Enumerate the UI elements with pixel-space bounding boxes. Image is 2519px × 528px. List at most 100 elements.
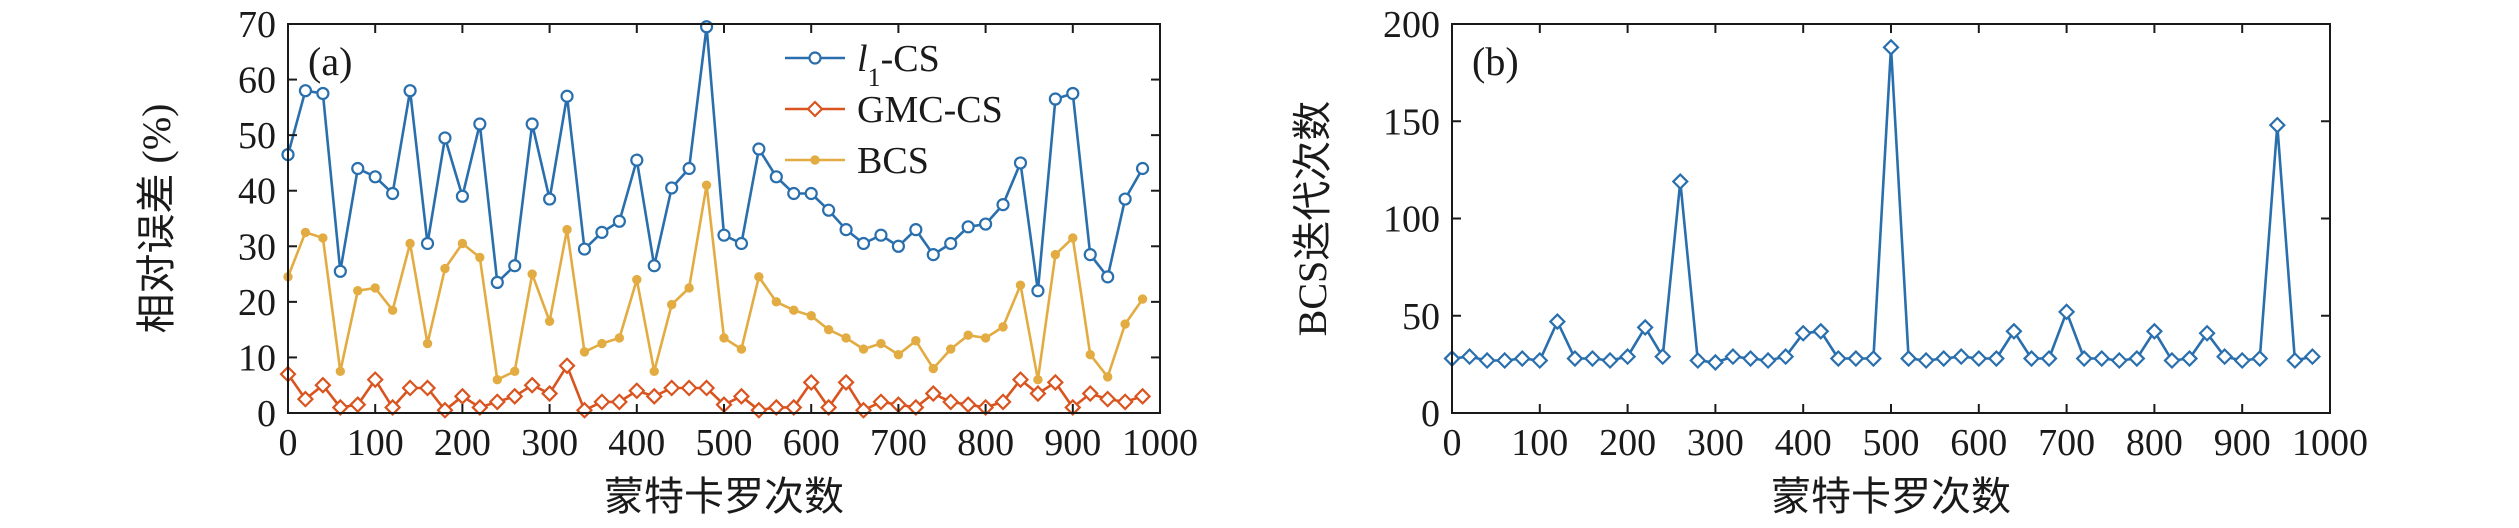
data-point-s0-37: [2093, 349, 2111, 368]
data-point-s2-31: [823, 324, 834, 335]
chart-panel-a: 0 100 200 300 400 500 600 700 800 900 1000 0 10 20 30 4…: [134, 4, 1198, 519]
data-point-s0-33: [2022, 349, 2041, 368]
data-point-s1-31: [820, 398, 838, 416]
data-point-s0-34: [874, 228, 888, 242]
x-tick-label-5: 500: [696, 422, 753, 464]
data-point-s2-35: [893, 349, 904, 360]
data-point-s0-43: [1031, 284, 1045, 298]
data-point-s0-46: [1083, 248, 1097, 262]
data-point-s0-15: [1706, 353, 1724, 371]
data-point-s0-49: [1135, 161, 1150, 176]
data-point-s1-24: [698, 379, 716, 397]
x-tick-label-8: 800: [2126, 422, 2183, 464]
data-point-s0-12: [490, 275, 504, 290]
data-point-s0-1: [1461, 348, 1479, 366]
data-point-s0-37: [926, 248, 940, 262]
x-tick-label-2: 200: [1599, 422, 1656, 464]
data-point-s2-4: [353, 286, 363, 296]
x-tick-label-0: 0: [1443, 422, 1462, 464]
y-tick-label-7: 70: [238, 4, 276, 46]
y-tick-label-1: 50: [1402, 296, 1440, 338]
data-point-s0-40: [978, 217, 993, 231]
x-tick-label-6: 600: [783, 422, 840, 464]
plot-area: [1443, 38, 2321, 371]
data-point-s0-13: [1671, 172, 1689, 191]
data-point-s1-1: [296, 390, 314, 408]
data-point-s2-10: [457, 238, 468, 249]
data-point-s1-28: [767, 398, 785, 416]
data-point-s0-27: [1917, 351, 1935, 370]
data-point-s1-18: [593, 393, 611, 411]
x-tick-label-9: 900: [1044, 422, 1101, 464]
y-tick-label-4: 200: [1383, 4, 1440, 46]
data-point-s0-29: [1952, 348, 1970, 366]
data-point-s2-33: [858, 344, 869, 354]
data-point-s2-16: [562, 224, 572, 235]
data-point-s0-9: [438, 131, 452, 145]
data-point-s0-31: [1987, 349, 2005, 368]
data-point-s0-18: [1759, 351, 1777, 370]
data-point-s2-39: [963, 330, 973, 340]
data-point-s0-42: [2180, 349, 2199, 368]
data-point-s1-3: [331, 398, 349, 416]
data-point-s0-28: [1935, 349, 1953, 368]
data-point-s0-2: [1478, 351, 1496, 370]
data-point-s0-48: [1118, 192, 1132, 206]
data-point-s0-9: [1601, 351, 1619, 370]
data-point-s2-12: [492, 374, 502, 385]
panel-label: (a): [308, 39, 352, 84]
chart-panel-b: 0 100 200 300 400 500 600 700 800 900 1000 0 50 100 15…: [1290, 4, 2368, 519]
y-tick-label-0: 0: [257, 393, 276, 435]
series-line-2: [286, 183, 1144, 382]
data-point-s2-27: [754, 272, 764, 282]
y-tick-label-4: 40: [238, 171, 276, 213]
x-tick-label-3: 300: [1687, 422, 1744, 464]
data-point-s2-9: [440, 263, 450, 274]
x-axis-title: 蒙特卡罗次数: [1771, 474, 2011, 519]
y-tick-label-5: 50: [238, 115, 276, 157]
data-point-s0-13: [508, 259, 522, 273]
y-tick-label-2: 100: [1383, 199, 1440, 241]
data-point-s1-19: [610, 393, 628, 411]
y-tick-label-3: 30: [238, 226, 276, 268]
x-tick-label-0: 0: [279, 422, 298, 464]
data-point-s0-45: [1066, 86, 1080, 101]
data-point-s0-16: [1724, 348, 1742, 366]
data-point-s2-5: [370, 283, 380, 293]
data-point-s2-28: [771, 297, 782, 307]
data-point-s1-20: [628, 382, 646, 400]
data-point-s0-24: [1864, 349, 1882, 368]
data-point-s2-48: [1120, 319, 1130, 329]
data-point-s0-4: [351, 161, 365, 176]
data-point-s1-49: [1134, 387, 1152, 405]
data-point-s2-44: [1050, 249, 1061, 260]
data-point-s1-11: [471, 398, 489, 416]
data-point-s2-25: [719, 333, 729, 343]
x-tick-label-9: 900: [2214, 422, 2271, 464]
data-point-s2-47: [1102, 372, 1113, 382]
data-point-s0-41: [996, 198, 1010, 212]
data-point-s1-43: [1029, 384, 1047, 403]
data-point-s0-35: [2058, 303, 2076, 321]
data-point-s1-36: [907, 398, 925, 416]
data-point-s0-36: [2075, 349, 2093, 368]
data-point-s2-26: [736, 344, 747, 354]
data-point-s2-17: [579, 347, 590, 357]
data-point-s0-4: [1513, 349, 1531, 368]
data-point-s0-20: [1794, 324, 1812, 342]
data-point-s2-29: [789, 305, 799, 315]
data-point-s0-38: [944, 236, 958, 251]
y-tick-label-3: 150: [1383, 101, 1440, 143]
data-point-s2-42: [1015, 280, 1026, 290]
y-tick-label-0: 0: [1421, 393, 1440, 435]
data-point-s0-5: [1531, 351, 1549, 370]
x-tick-label-10: 1000: [1122, 422, 1198, 464]
data-point-s2-7: [405, 238, 415, 249]
data-point-s0-26: [1900, 349, 1918, 368]
data-point-s1-32: [837, 373, 855, 391]
plot-area: [279, 20, 1152, 419]
data-point-s1-26: [732, 387, 750, 405]
data-point-s0-26: [734, 236, 749, 251]
data-point-s0-25: [717, 228, 731, 242]
data-point-s0-47: [2268, 116, 2286, 134]
